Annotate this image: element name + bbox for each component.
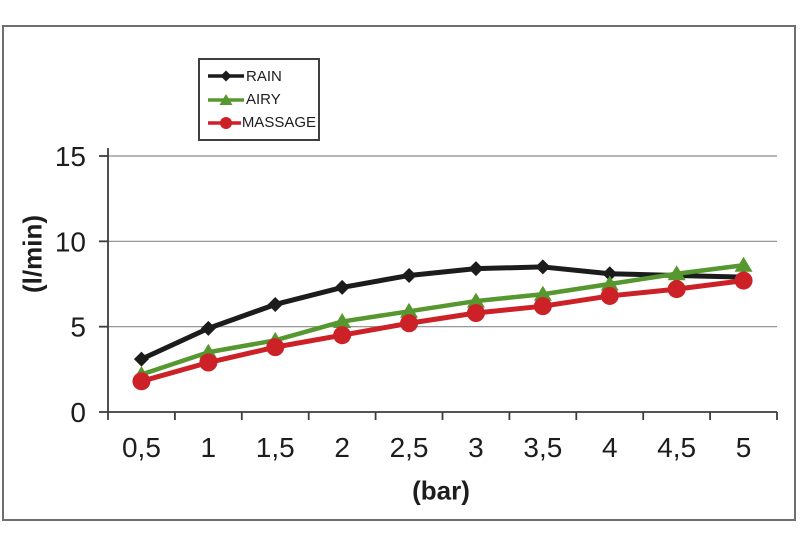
x-tick-label: 4 [602, 432, 618, 463]
chart-legend: RAIN AIRY MASSAGE [198, 58, 320, 141]
x-tick-label: 1,5 [256, 432, 295, 463]
series-line-airy [139, 262, 746, 377]
series-line-massage [138, 278, 747, 384]
marker-airy [333, 313, 352, 329]
marker-rain [602, 266, 618, 282]
marker-rain [401, 267, 417, 283]
marker-massage [333, 326, 352, 345]
y-axis-title: (l/min) [17, 215, 48, 293]
marker-massage [466, 304, 485, 323]
marker-rain [535, 259, 551, 275]
airy-marker-icon [208, 93, 244, 105]
y-tick-label: 5 [70, 312, 86, 343]
marker-airy [466, 292, 485, 308]
x-tick-label: 5 [736, 432, 752, 463]
x-tick-label: 4,5 [657, 432, 696, 463]
marker-massage [400, 314, 419, 333]
series-line-rain [138, 264, 747, 362]
marker-rain [133, 351, 149, 367]
x-tick-label: 3,5 [523, 432, 562, 463]
x-tick-label: 3 [468, 432, 484, 463]
legend-label-massage: MASSAGE [241, 114, 316, 132]
marker-massage [667, 280, 686, 299]
x-tick-label: 2,5 [390, 432, 429, 463]
marker-massage [600, 286, 619, 305]
marker-airy [533, 285, 552, 301]
marker-rain [334, 279, 350, 295]
marker-rain [267, 296, 283, 312]
marker-airy [400, 302, 419, 318]
x-tick-label: 2 [334, 432, 350, 463]
y-tick-label: 0 [70, 397, 86, 428]
rain-marker-icon [208, 70, 244, 82]
marker-massage [533, 297, 552, 316]
legend-item-airy: AIRY [207, 91, 316, 109]
y-tick-label: 10 [55, 226, 86, 257]
marker-airy [734, 256, 753, 272]
marker-airy [667, 265, 686, 281]
legend-item-rain: RAIN [207, 67, 316, 85]
x-axis-title: (bar) [412, 475, 470, 506]
massage-marker-icon [208, 116, 241, 129]
x-tick-label: 1 [201, 432, 217, 463]
x-tick-label: 0,5 [122, 432, 161, 463]
marker-massage [734, 271, 753, 290]
marker-massage [266, 338, 285, 357]
marker-rain [200, 320, 216, 336]
legend-label-rain: RAIN [246, 67, 282, 85]
marker-massage [199, 353, 218, 372]
marker-massage [132, 372, 151, 391]
marker-rain [468, 261, 484, 277]
legend-item-massage: MASSAGE [207, 114, 316, 132]
marker-airy [600, 275, 619, 291]
y-tick-label: 15 [55, 141, 86, 172]
legend-label-airy: AIRY [246, 91, 281, 108]
